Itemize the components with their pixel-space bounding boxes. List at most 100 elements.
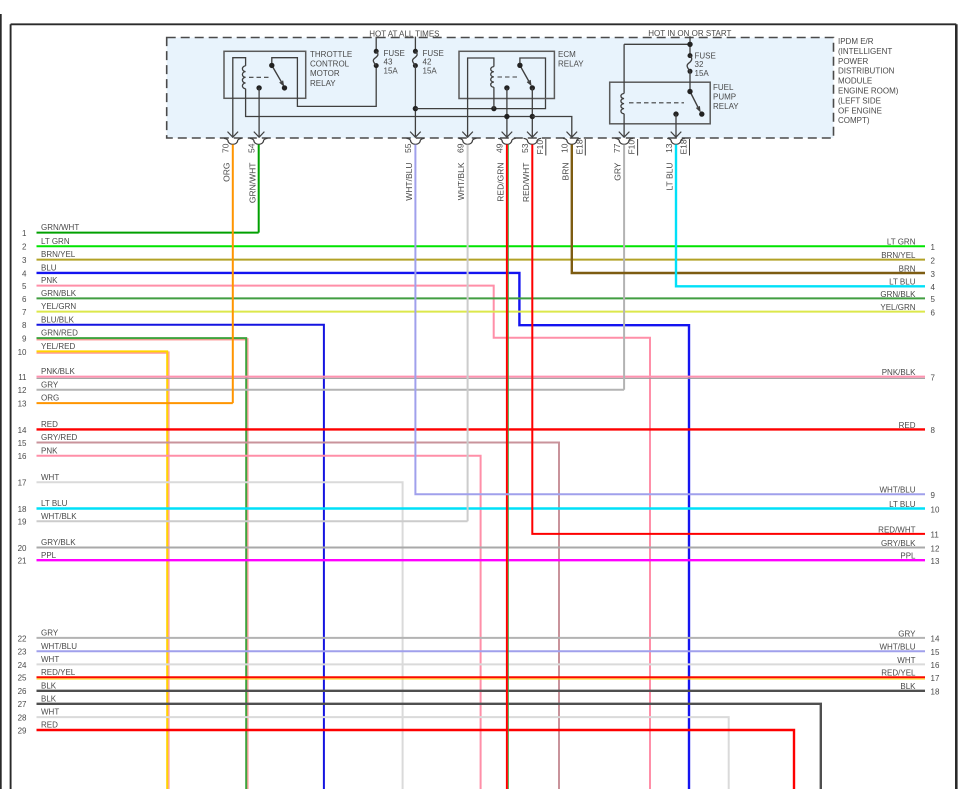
svg-text:11: 11 <box>18 373 27 382</box>
svg-text:RED/WHT: RED/WHT <box>878 525 915 534</box>
svg-text:7: 7 <box>22 308 27 317</box>
svg-text:6: 6 <box>22 295 27 304</box>
svg-text:GRN/WHT: GRN/WHT <box>247 162 257 203</box>
svg-text:43: 43 <box>384 58 393 67</box>
svg-text:RED/WHT: RED/WHT <box>521 163 531 203</box>
svg-text:IPDM E/R: IPDM E/R <box>838 37 874 46</box>
svg-text:WHT: WHT <box>41 473 59 482</box>
svg-text:10: 10 <box>931 505 940 514</box>
svg-text:RED: RED <box>41 721 58 730</box>
svg-text:F10: F10 <box>535 140 545 155</box>
svg-text:ORG: ORG <box>41 394 59 403</box>
svg-text:8: 8 <box>22 321 27 330</box>
svg-text:E18: E18 <box>574 139 584 154</box>
svg-text:THROTTLE: THROTTLE <box>310 50 352 59</box>
svg-text:19: 19 <box>18 518 27 527</box>
svg-text:13: 13 <box>931 557 940 566</box>
svg-text:PUMP: PUMP <box>713 92 736 101</box>
svg-text:BLK: BLK <box>41 694 57 703</box>
svg-text:RED/YEL: RED/YEL <box>41 668 76 677</box>
svg-text:WHT/BLU: WHT/BLU <box>880 643 916 652</box>
svg-text:WHT: WHT <box>897 656 915 665</box>
svg-text:15: 15 <box>931 648 940 657</box>
svg-text:17: 17 <box>931 674 940 683</box>
svg-text:GRN/WHT: GRN/WHT <box>41 223 79 232</box>
svg-text:PNK/BLK: PNK/BLK <box>41 367 75 376</box>
svg-text:WHT/BLK: WHT/BLK <box>41 512 77 521</box>
svg-text:20: 20 <box>18 544 27 553</box>
svg-text:16: 16 <box>931 661 940 670</box>
svg-text:1: 1 <box>931 243 936 252</box>
svg-text:BRN/YEL: BRN/YEL <box>41 250 76 259</box>
svg-text:RED: RED <box>899 421 916 430</box>
svg-text:GRY: GRY <box>613 162 623 181</box>
svg-text:32: 32 <box>695 60 704 69</box>
svg-text:MODULE: MODULE <box>838 77 872 86</box>
svg-text:27: 27 <box>18 700 27 709</box>
svg-text:21: 21 <box>18 557 27 566</box>
svg-text:(LEFT SIDE: (LEFT SIDE <box>838 96 881 105</box>
svg-text:HOT IN ON OR START: HOT IN ON OR START <box>648 29 731 38</box>
svg-text:11: 11 <box>931 531 940 540</box>
svg-text:16: 16 <box>18 452 27 461</box>
svg-text:GRY: GRY <box>41 629 59 638</box>
svg-text:YEL/GRN: YEL/GRN <box>880 303 915 312</box>
svg-text:2: 2 <box>931 256 936 265</box>
svg-text:14: 14 <box>18 426 27 435</box>
svg-text:4: 4 <box>22 269 27 278</box>
svg-text:RED/YEL: RED/YEL <box>881 669 916 678</box>
svg-text:PNK: PNK <box>41 446 58 455</box>
svg-text:GRY/RED: GRY/RED <box>41 433 78 442</box>
svg-text:69: 69 <box>455 143 465 153</box>
svg-text:13: 13 <box>664 143 674 153</box>
svg-text:23: 23 <box>18 648 27 657</box>
svg-text:RED: RED <box>41 420 58 429</box>
svg-text:9: 9 <box>22 335 27 344</box>
svg-text:WHT/BLU: WHT/BLU <box>41 642 77 651</box>
svg-text:LT GRN: LT GRN <box>887 238 916 247</box>
svg-text:2: 2 <box>22 243 27 252</box>
svg-text:15A: 15A <box>423 66 438 75</box>
svg-text:CONTROL: CONTROL <box>310 60 350 69</box>
svg-text:77: 77 <box>612 143 622 153</box>
svg-text:PPL: PPL <box>41 551 57 560</box>
svg-text:YEL/RED: YEL/RED <box>41 342 75 351</box>
svg-text:GRN/RED: GRN/RED <box>41 329 78 338</box>
svg-text:15A: 15A <box>695 69 710 78</box>
svg-text:COMPT): COMPT) <box>838 116 870 125</box>
svg-text:LT BLU: LT BLU <box>889 500 916 509</box>
svg-text:12: 12 <box>931 544 940 553</box>
svg-text:WHT/BLU: WHT/BLU <box>404 163 414 201</box>
svg-text:18: 18 <box>931 688 940 697</box>
svg-text:29: 29 <box>18 726 27 735</box>
svg-text:15A: 15A <box>384 66 399 75</box>
svg-text:6: 6 <box>931 308 936 317</box>
svg-text:LT GRN: LT GRN <box>41 237 70 246</box>
svg-text:LT BLU: LT BLU <box>665 163 675 191</box>
svg-text:GRY/BLK: GRY/BLK <box>881 539 916 548</box>
svg-text:BRN/YEL: BRN/YEL <box>881 251 916 260</box>
svg-text:1: 1 <box>22 229 27 238</box>
svg-text:14: 14 <box>931 635 940 644</box>
svg-text:BLK: BLK <box>41 681 57 690</box>
svg-text:BLU: BLU <box>41 264 57 273</box>
svg-text:13: 13 <box>18 400 27 409</box>
svg-text:FUSE: FUSE <box>384 49 405 58</box>
svg-text:OF ENGINE: OF ENGINE <box>838 106 882 115</box>
svg-text:42: 42 <box>423 58 432 67</box>
svg-text:22: 22 <box>18 634 27 643</box>
svg-text:RELAY: RELAY <box>310 79 336 88</box>
svg-text:RED/GRN: RED/GRN <box>496 163 506 202</box>
svg-text:GRY/BLK: GRY/BLK <box>41 538 76 547</box>
svg-text:ENGINE ROOM): ENGINE ROOM) <box>838 87 899 96</box>
svg-text:MOTOR: MOTOR <box>310 69 340 78</box>
svg-text:WHT/BLU: WHT/BLU <box>880 486 916 495</box>
svg-text:3: 3 <box>22 256 27 265</box>
svg-text:FUEL: FUEL <box>713 83 734 92</box>
svg-text:25: 25 <box>18 674 27 683</box>
svg-text:ECM: ECM <box>558 50 576 59</box>
svg-text:LT BLU: LT BLU <box>41 499 68 508</box>
svg-text:7: 7 <box>931 373 936 382</box>
svg-text:YEL/GRN: YEL/GRN <box>41 302 76 311</box>
svg-text:BRN: BRN <box>899 264 916 273</box>
